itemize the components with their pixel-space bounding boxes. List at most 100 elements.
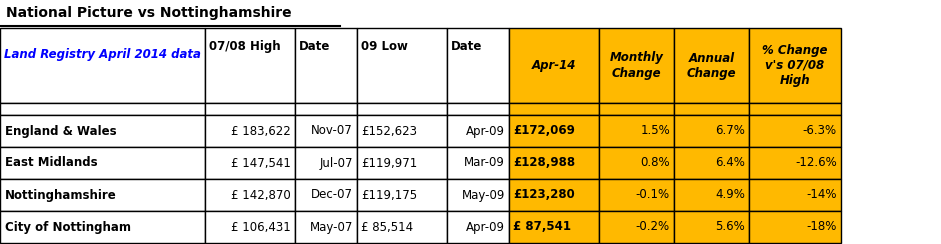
Bar — [509, 115, 599, 147]
Bar — [599, 103, 674, 115]
Text: Date: Date — [299, 40, 330, 53]
Bar — [295, 115, 357, 147]
Bar — [0, 28, 205, 103]
Bar — [674, 147, 749, 179]
Text: City of Nottingham: City of Nottingham — [5, 221, 131, 234]
Text: 5.6%: 5.6% — [715, 221, 745, 234]
Text: -6.3%: -6.3% — [803, 124, 837, 138]
Bar — [749, 28, 841, 103]
Bar — [205, 179, 295, 211]
Text: 07/08 High: 07/08 High — [209, 40, 280, 53]
Text: -12.6%: -12.6% — [795, 156, 837, 170]
Text: £172,069: £172,069 — [513, 124, 575, 138]
Bar — [357, 211, 447, 243]
Text: £ 183,622: £ 183,622 — [231, 124, 291, 138]
Bar — [674, 115, 749, 147]
Bar — [749, 115, 841, 147]
Bar — [749, 147, 841, 179]
Bar — [674, 211, 749, 243]
Text: National Picture vs Nottinghamshire: National Picture vs Nottinghamshire — [6, 6, 292, 20]
Text: Apr-09: Apr-09 — [466, 124, 505, 138]
Bar — [357, 103, 447, 115]
Text: Monthly
Change: Monthly Change — [610, 51, 663, 80]
Bar — [205, 103, 295, 115]
Bar — [205, 28, 295, 103]
Bar — [599, 115, 674, 147]
Text: England & Wales: England & Wales — [5, 124, 117, 138]
Bar — [447, 115, 509, 147]
Text: £119,175: £119,175 — [361, 189, 417, 202]
Bar — [0, 103, 205, 115]
Bar — [447, 211, 509, 243]
Text: £123,280: £123,280 — [513, 189, 575, 202]
Bar — [599, 147, 674, 179]
Text: East Midlands: East Midlands — [5, 156, 98, 170]
Bar — [295, 179, 357, 211]
Bar — [674, 28, 749, 103]
Bar — [599, 179, 674, 211]
Bar — [749, 211, 841, 243]
Bar — [0, 147, 205, 179]
Bar — [509, 211, 599, 243]
Bar — [295, 147, 357, 179]
Text: £ 142,870: £ 142,870 — [231, 189, 291, 202]
Bar — [357, 179, 447, 211]
Text: -0.2%: -0.2% — [636, 221, 670, 234]
Bar — [205, 211, 295, 243]
Text: -18%: -18% — [806, 221, 837, 234]
Bar — [295, 28, 357, 103]
Text: Land Registry April 2014 data: Land Registry April 2014 data — [4, 48, 201, 61]
Bar — [674, 179, 749, 211]
Text: -14%: -14% — [806, 189, 837, 202]
Text: Mar-09: Mar-09 — [464, 156, 505, 170]
Bar — [357, 115, 447, 147]
Text: £152,623: £152,623 — [361, 124, 417, 138]
Bar — [509, 28, 599, 103]
Bar — [0, 179, 205, 211]
Bar — [599, 28, 674, 103]
Text: May-07: May-07 — [310, 221, 353, 234]
Bar — [674, 103, 749, 115]
Bar — [295, 103, 357, 115]
Text: % Change
v's 07/08
High: % Change v's 07/08 High — [762, 44, 828, 87]
Text: £119,971: £119,971 — [361, 156, 417, 170]
Text: Date: Date — [451, 40, 483, 53]
Bar — [447, 179, 509, 211]
Text: £ 106,431: £ 106,431 — [231, 221, 291, 234]
Text: £128,988: £128,988 — [513, 156, 575, 170]
Bar — [0, 211, 205, 243]
Text: Nottinghamshire: Nottinghamshire — [5, 189, 117, 202]
Text: -0.1%: -0.1% — [636, 189, 670, 202]
Text: £ 147,541: £ 147,541 — [231, 156, 291, 170]
Bar — [509, 103, 599, 115]
Bar — [749, 103, 841, 115]
Bar — [447, 28, 509, 103]
Bar — [599, 211, 674, 243]
Text: 6.4%: 6.4% — [715, 156, 745, 170]
Bar — [357, 147, 447, 179]
Text: Jul-07: Jul-07 — [320, 156, 353, 170]
Text: May-09: May-09 — [462, 189, 505, 202]
Bar — [357, 28, 447, 103]
Bar — [447, 147, 509, 179]
Text: 1.5%: 1.5% — [640, 124, 670, 138]
Text: 0.8%: 0.8% — [641, 156, 670, 170]
Text: Dec-07: Dec-07 — [311, 189, 353, 202]
Text: Annual
Change: Annual Change — [687, 51, 736, 80]
Text: 4.9%: 4.9% — [715, 189, 745, 202]
Text: £ 87,541: £ 87,541 — [513, 221, 571, 234]
Text: 6.7%: 6.7% — [715, 124, 745, 138]
Text: Apr-14: Apr-14 — [532, 59, 576, 72]
Bar — [749, 179, 841, 211]
Bar — [295, 211, 357, 243]
Text: Nov-07: Nov-07 — [311, 124, 353, 138]
Text: 09 Low: 09 Low — [361, 40, 407, 53]
Bar — [0, 115, 205, 147]
Bar — [205, 147, 295, 179]
Text: Apr-09: Apr-09 — [466, 221, 505, 234]
Bar — [205, 115, 295, 147]
Bar — [509, 179, 599, 211]
Bar — [447, 103, 509, 115]
Bar — [509, 147, 599, 179]
Text: £ 85,514: £ 85,514 — [361, 221, 413, 234]
